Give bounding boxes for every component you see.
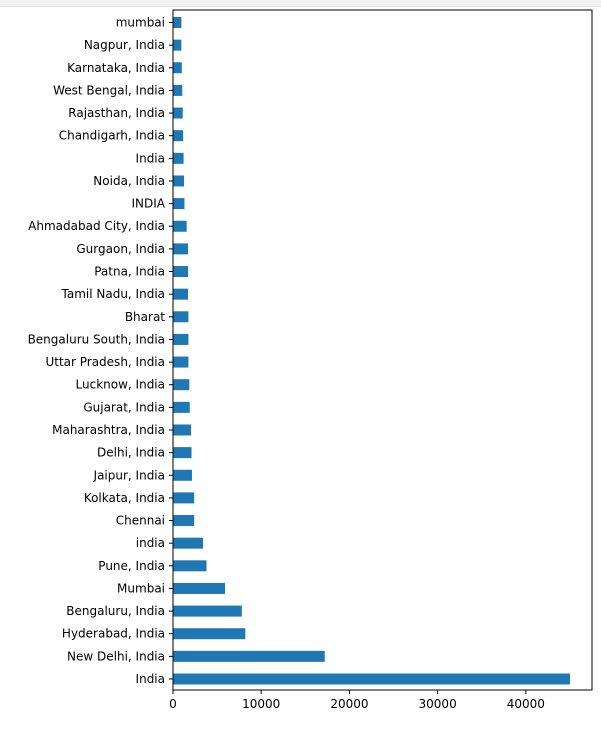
bar — [173, 650, 325, 662]
category-label: Noida, India — [93, 174, 165, 188]
bar — [173, 288, 188, 300]
plot-frame — [172, 9, 593, 691]
bar — [173, 175, 185, 187]
bar — [173, 243, 188, 255]
x-tick-label: 30000 — [419, 697, 457, 711]
category-label: West Bengal, India — [53, 83, 165, 97]
bar — [173, 560, 207, 572]
category-label: India — [136, 151, 165, 165]
bar — [173, 130, 184, 142]
bar — [173, 17, 182, 28]
category-label: Pune, India — [98, 559, 165, 573]
bar — [173, 401, 190, 413]
bar — [173, 447, 192, 459]
x-tick-label: 10000 — [242, 697, 280, 711]
bar — [173, 220, 187, 232]
bar — [173, 515, 195, 527]
bar — [173, 492, 195, 504]
category-label: mumbai — [116, 16, 165, 30]
axes: 0 10000 20000 30000 40000 — [169, 9, 593, 711]
category-label: india — [136, 536, 165, 550]
category-label: Rajasthan, India — [68, 106, 165, 120]
category-label: Gujarat, India — [83, 400, 165, 414]
category-label: Ahmadabad City, India — [28, 219, 165, 233]
category-label: Patna, India — [94, 265, 165, 279]
bar — [173, 311, 189, 323]
category-label: Mumbai — [117, 581, 165, 595]
window-top-strip — [0, 0, 601, 7]
bar — [173, 266, 188, 278]
bar — [173, 424, 192, 436]
bar — [173, 469, 192, 481]
bar — [173, 537, 203, 549]
bar — [173, 152, 184, 164]
bar — [173, 198, 185, 210]
bar — [173, 62, 182, 74]
bar — [173, 582, 226, 594]
category-label: Bengaluru, India — [66, 604, 165, 618]
bar — [173, 84, 183, 96]
category-label: Tamil Nadu, India — [61, 287, 166, 301]
category-label: Chandigarh, India — [59, 129, 165, 143]
bar — [173, 333, 189, 345]
category-label: Bharat — [125, 310, 165, 324]
bar — [173, 673, 570, 685]
x-tick-label: 0 — [169, 697, 177, 711]
bar — [173, 628, 246, 640]
category-label: Jaipur, India — [93, 468, 165, 482]
x-tick-label: 40000 — [507, 697, 545, 711]
category-label: Uttar Pradesh, India — [45, 355, 165, 369]
category-labels: mumbai Nagpur, India Karnataka, India West … — [28, 16, 166, 687]
category-label: New Delhi, India — [67, 649, 165, 663]
category-label: Maharashtra, India — [52, 423, 165, 437]
category-label: Hyderabad, India — [62, 627, 165, 641]
category-label: Karnataka, India — [67, 61, 165, 75]
bar — [173, 107, 183, 119]
category-label: Kolkata, India — [84, 491, 165, 505]
bar — [173, 379, 190, 391]
category-label: India — [136, 672, 165, 686]
bar — [173, 39, 182, 51]
x-tick-label: 20000 — [330, 697, 368, 711]
category-label: Gurgaon, India — [76, 242, 165, 256]
category-label: Bengaluru South, India — [28, 332, 165, 346]
category-label: Chennai — [116, 514, 165, 528]
category-label: INDIA — [131, 197, 165, 211]
category-label: Delhi, India — [97, 446, 165, 460]
bar — [173, 605, 242, 617]
category-label: Lucknow, India — [76, 378, 165, 392]
bars-layer — [173, 17, 570, 685]
bar — [173, 356, 189, 368]
category-label: Nagpur, India — [84, 38, 165, 52]
